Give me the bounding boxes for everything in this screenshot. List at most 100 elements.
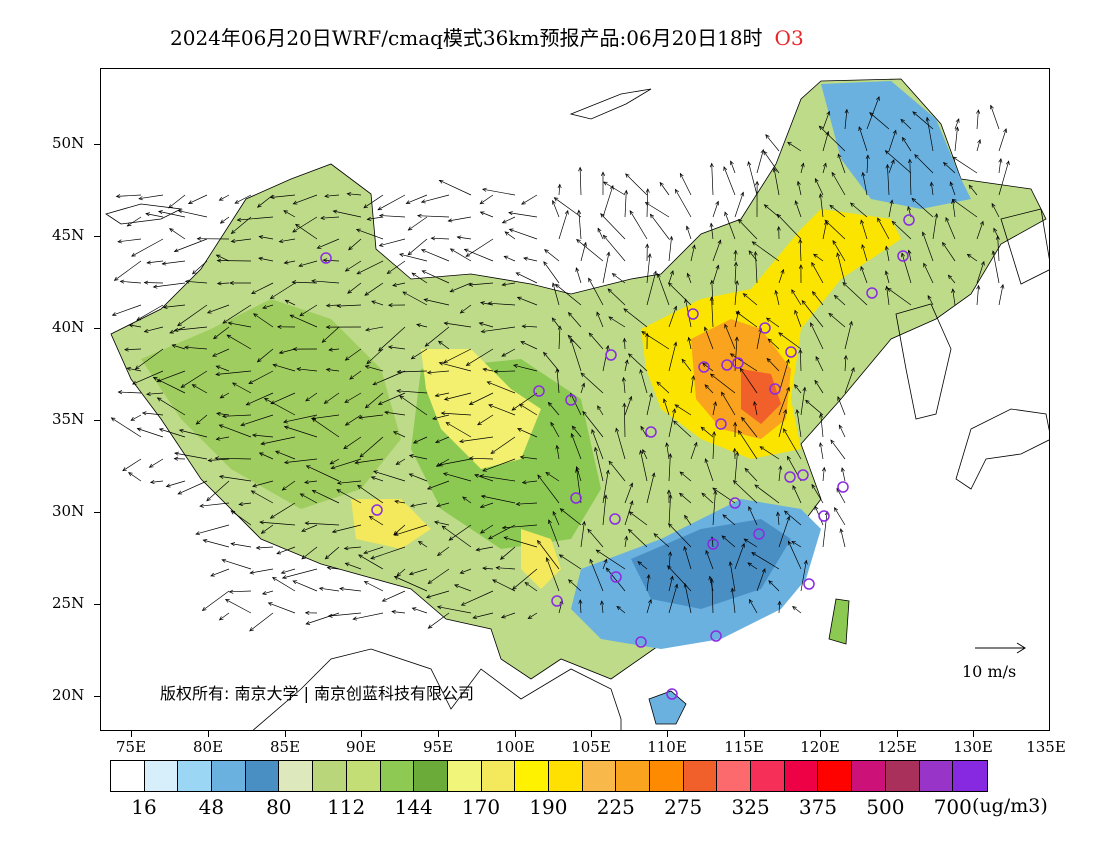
wind-vector-head — [575, 468, 580, 473]
wind-vector — [753, 401, 758, 416]
wind-vector-head — [717, 239, 722, 245]
lon-tick — [667, 731, 668, 737]
wind-vector-head — [979, 220, 984, 226]
reference-vector-label: 10 m/s — [962, 662, 1017, 681]
wind-vector — [560, 508, 582, 526]
wind-vector — [837, 153, 846, 174]
wind-vector-head — [818, 193, 823, 198]
wind-vector-head — [729, 353, 735, 358]
wind-vector-head — [786, 386, 790, 392]
wind-vector — [666, 442, 670, 460]
wind-vector — [248, 370, 274, 384]
wind-vector-head — [260, 441, 266, 446]
wind-vector-head — [195, 531, 201, 536]
wind-vector — [427, 370, 450, 374]
wind-vector-head — [766, 357, 771, 363]
wind-vector — [544, 249, 560, 262]
colorbar-label: 48 — [198, 795, 225, 819]
wind-vector-head — [783, 510, 789, 515]
wind-vector-head — [272, 363, 278, 368]
wind-vector — [275, 450, 296, 460]
lat-tick — [94, 144, 100, 145]
wind-vector-head — [672, 408, 677, 413]
wind-vector-head — [479, 474, 485, 479]
wind-vector — [596, 312, 604, 328]
wind-vector-head — [730, 587, 735, 593]
wind-vector-head — [949, 181, 954, 187]
wind-vector-head — [733, 261, 738, 267]
wind-vector — [754, 484, 780, 504]
wind-vector-head — [117, 239, 122, 244]
wind-vector-head — [850, 367, 855, 372]
wind-vector-head — [299, 493, 305, 498]
colorbar-swatch — [818, 761, 853, 791]
wind-vector-head — [258, 256, 263, 261]
wind-vector — [842, 282, 868, 306]
wind-vector — [828, 313, 846, 328]
wind-vector — [624, 483, 633, 504]
lon-label-120E: 120E — [800, 738, 840, 756]
wind-vector — [149, 458, 164, 468]
wind-vector-head — [442, 472, 448, 477]
wind-vector-head — [228, 589, 234, 594]
wind-vector-head — [998, 157, 1003, 163]
wind-vector-head — [249, 627, 254, 632]
wind-vector-head — [581, 382, 586, 388]
wind-vector-head — [417, 540, 423, 546]
wind-vector — [216, 436, 230, 440]
wind-vector-head — [110, 417, 116, 422]
wind-vector — [268, 602, 296, 614]
station-marker — [371, 504, 383, 516]
wind-vector — [222, 414, 252, 417]
wind-vector-head — [344, 267, 350, 272]
wind-vector — [768, 580, 780, 592]
wind-vector-head — [543, 351, 548, 357]
wind-vector-head — [836, 252, 841, 257]
colorbar-swatch — [953, 761, 987, 791]
wind-vector-head — [550, 421, 555, 427]
wind-vector — [262, 590, 274, 595]
wind-vector — [196, 414, 208, 425]
wind-vector — [251, 282, 274, 294]
wind-vector — [690, 442, 698, 460]
wind-vector-head — [480, 494, 486, 499]
wind-vector — [509, 228, 538, 240]
wind-vector — [257, 348, 274, 363]
wind-vector — [778, 466, 782, 482]
wind-vector — [461, 590, 494, 606]
wind-vector — [800, 560, 807, 592]
wind-vector-head — [292, 228, 297, 233]
wind-vector — [281, 568, 296, 574]
wind-vector — [434, 521, 450, 526]
wind-vector-head — [363, 581, 369, 585]
wind-vector — [646, 271, 657, 306]
wind-vector-head — [411, 272, 417, 277]
wind-vector — [426, 590, 450, 598]
wind-vector-head — [280, 570, 286, 575]
wind-vector — [257, 194, 274, 208]
wind-vector — [284, 426, 318, 438]
wind-vector-head — [645, 188, 650, 193]
wind-vector — [701, 492, 714, 504]
wind-vector-head — [272, 576, 277, 581]
wind-vector — [370, 546, 406, 559]
wind-vector — [517, 296, 538, 306]
wind-vector-head — [576, 238, 581, 244]
wind-vector — [513, 364, 538, 372]
wind-vector-head — [423, 298, 429, 303]
wind-vector — [640, 450, 648, 482]
wind-vector-head — [844, 108, 849, 114]
colorbar-label: 190 — [529, 795, 568, 819]
wind-vector — [153, 377, 186, 394]
wind-vector-head — [753, 250, 758, 256]
wind-vector — [991, 203, 1000, 218]
wind-vector-head — [792, 484, 797, 490]
wind-vector — [580, 372, 604, 394]
wind-vector-head — [392, 282, 397, 287]
wind-vector — [646, 473, 655, 504]
wind-vector — [659, 182, 670, 196]
wind-vector-head — [842, 282, 847, 287]
wind-vector-head — [621, 376, 626, 382]
wind-vector — [860, 220, 868, 240]
wind-vector — [264, 398, 296, 416]
